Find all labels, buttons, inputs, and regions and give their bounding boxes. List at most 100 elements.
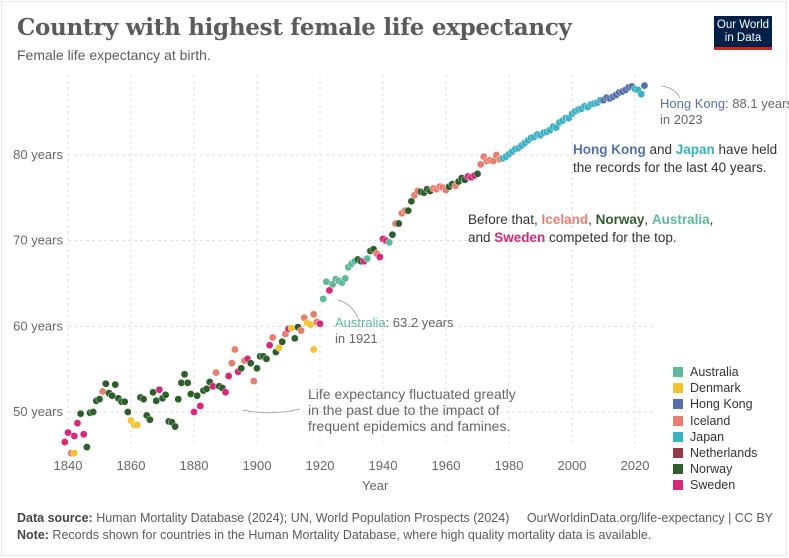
data-point-australia[interactable] [363, 254, 372, 263]
data-point-norway[interactable] [95, 395, 104, 403]
records-annotation-line1: Hong Kong and Japan have held [573, 142, 777, 157]
legend-label: Netherlands [690, 446, 758, 461]
data-point-iceland[interactable] [212, 368, 220, 377]
data-point-sweden[interactable] [79, 430, 88, 439]
legend-item-australia[interactable]: Australia [673, 364, 757, 380]
footer-url-link[interactable]: OurWorldinData.org/life-expectancy | CC … [526, 511, 773, 525]
data-point-denmark[interactable] [309, 345, 318, 354]
data-point-norway[interactable] [89, 408, 97, 416]
data-point-norway[interactable] [183, 379, 192, 387]
data-point-norway[interactable] [193, 391, 201, 400]
data-point-norway[interactable] [83, 443, 91, 451]
data-point-japan[interactable] [637, 90, 646, 98]
data-point-norway[interactable] [473, 170, 482, 178]
legend-item-norway[interactable]: Norway [673, 461, 757, 477]
legend-label: Hong Kong [690, 397, 753, 412]
data-point-sweden[interactable] [376, 253, 384, 261]
data-point-denmark[interactable] [133, 421, 142, 429]
data-point-iceland[interactable] [98, 387, 107, 396]
data-point-norway[interactable] [180, 370, 189, 379]
data-point-iceland[interactable] [268, 333, 277, 342]
au-annotation-arrow [337, 299, 359, 319]
data-point-norway[interactable] [76, 409, 85, 418]
data-point-australia[interactable] [385, 238, 394, 247]
legend-swatch [673, 480, 683, 491]
data-point-iceland[interactable] [309, 310, 318, 319]
legend-label: Australia [690, 365, 739, 380]
hk-annotation-line1: Hong Kong: 88.1 years [660, 96, 789, 111]
data-point-sweden[interactable] [265, 341, 274, 349]
logo-line2: in Data [724, 32, 762, 44]
legend-item-netherlands[interactable]: Netherlands [673, 445, 757, 461]
data-point-sweden[interactable] [70, 432, 79, 440]
hk-value: : 88.1 years [725, 96, 789, 111]
hk-annotation-line2: in 2023 [660, 112, 703, 127]
data-point-norway[interactable] [120, 397, 129, 406]
data-point-norway[interactable] [174, 395, 183, 403]
data-point-norway[interactable] [290, 334, 299, 343]
data-point-norway[interactable] [111, 380, 120, 389]
x-tick-label: 1860 [117, 458, 146, 473]
data-point-norway[interactable] [278, 337, 287, 346]
data-point-denmark[interactable] [275, 343, 283, 352]
data-point-sweden[interactable] [224, 372, 233, 380]
chart-subtitle: Female life expectancy at birth. [17, 47, 211, 63]
x-tick-label: 2000 [558, 458, 587, 473]
data-point-sweden[interactable] [155, 385, 164, 394]
data-point-hong-kong[interactable] [640, 81, 649, 90]
logo-line1: Our World [716, 19, 770, 31]
data-point-sweden[interactable] [190, 408, 198, 416]
legend-item-denmark[interactable]: Denmark [673, 380, 757, 396]
legend-item-japan[interactable]: Japan [673, 429, 757, 445]
data-point-sweden[interactable] [196, 402, 205, 410]
data-point-norway[interactable] [246, 359, 255, 367]
data-point-iceland[interactable] [250, 377, 258, 385]
data-point-sweden[interactable] [64, 428, 72, 437]
au-country: Australia [335, 315, 386, 330]
y-tick-label: 50 years [13, 404, 63, 419]
comma: , [588, 212, 596, 227]
data-point-norway[interactable] [407, 197, 416, 206]
legend-item-sweden[interactable]: Sweden [673, 477, 757, 493]
data-point-sweden[interactable] [61, 438, 69, 446]
data-point-iceland[interactable] [227, 359, 236, 367]
data-point-norway[interactable] [146, 415, 154, 424]
au-annotation-line2: in 1921 [335, 331, 378, 346]
data-point-australia[interactable] [341, 274, 350, 283]
x-axis: 1840 1860 1880 1900 1920 1940 1960 1980 2000 2020 [54, 458, 650, 473]
x-tick-label: 1940 [369, 458, 398, 473]
legend-label: Japan [690, 429, 725, 444]
data-point-norway[interactable] [394, 219, 403, 228]
data-point-norway[interactable] [139, 395, 148, 403]
data-point-norway[interactable] [171, 422, 179, 431]
data-point-sweden[interactable] [73, 419, 82, 427]
data-point-sweden[interactable] [316, 319, 324, 328]
before-and: and [468, 230, 494, 245]
data-point-iceland[interactable] [231, 345, 239, 354]
before-annotation-line1: Before that, Iceland, Norway, Australia, [468, 212, 713, 227]
data-point-denmark[interactable] [287, 324, 296, 332]
legend-label: Norway [690, 462, 733, 477]
data-point-norway[interactable] [237, 364, 246, 373]
legend-item-iceland[interactable]: Iceland [673, 413, 757, 429]
data-point-sweden[interactable] [221, 388, 230, 397]
records-rest: have held [715, 142, 777, 157]
data-point-norway[interactable] [262, 355, 271, 363]
data-point-norway[interactable] [187, 390, 195, 398]
data-point-norway[interactable] [388, 230, 397, 239]
data-point-norway[interactable] [253, 364, 261, 373]
data-point-norway[interactable] [404, 206, 413, 215]
data-point-sweden[interactable] [325, 286, 334, 295]
data-point-denmark[interactable] [70, 449, 79, 457]
legend-swatch [673, 399, 683, 410]
data-point-norway[interactable] [124, 408, 132, 416]
legend-item-hong-kong[interactable]: Hong Kong [673, 396, 757, 412]
data-point-iceland[interactable] [476, 160, 485, 169]
data-point-norway[interactable] [102, 379, 110, 388]
data-point-norway[interactable] [161, 391, 170, 399]
records-annotation-line2: the records for the last 40 years. [573, 160, 767, 175]
owid-logo[interactable]: Our World in Data [714, 16, 772, 50]
data-point-iceland[interactable] [297, 326, 305, 335]
data-point-australia[interactable] [319, 295, 327, 303]
note-text: Records shown for countries in the Human… [48, 528, 652, 542]
